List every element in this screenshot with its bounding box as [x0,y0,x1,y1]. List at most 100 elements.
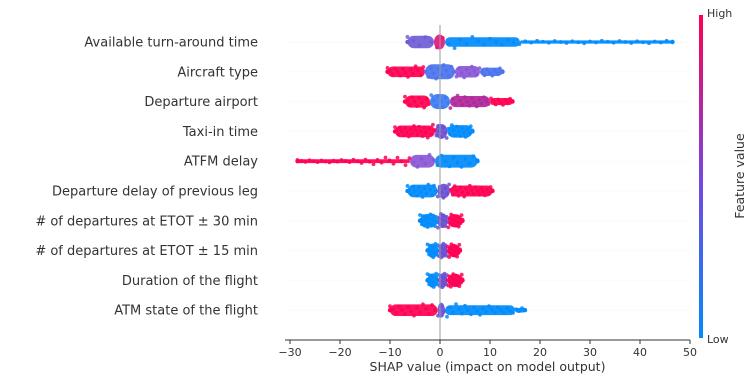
swarm-dot [400,308,404,313]
swarm-dot [420,195,425,199]
swarm-end-dot [392,129,398,134]
swarm-dot [546,40,551,45]
swarm-dot [421,65,426,69]
swarm-end-dot [425,248,430,253]
swarm-dot [411,184,416,189]
feature-label: Departure airport [144,95,258,110]
swarm-dot [454,302,458,307]
swarm-dot [418,310,422,315]
swarm-dot [319,158,324,163]
swarm-dot [478,312,482,317]
swarm-dot [343,159,348,163]
feature-row: Departure airport [144,93,690,110]
swarm-dot [427,221,432,226]
feature-row: Available turn-around time [84,34,690,51]
swarm-dot [426,102,431,107]
swarm-end-dot [460,218,465,223]
swarm-dot [464,67,469,72]
swarm-dot [367,159,372,164]
swarm-dot [421,302,425,307]
feature-label: ATM state of the flight [114,304,258,319]
swarm-dot [430,193,434,197]
swarm-dot [514,307,518,312]
swarm-end-dot [385,69,390,75]
swarm-dot [447,182,451,187]
swarm-dot [491,99,496,104]
swarm-dot [430,222,435,227]
swarm-dot [444,214,449,219]
swarm-dot [449,212,454,217]
swarm-dot [406,134,411,139]
swarm-dot [468,124,473,129]
swarm-dot [429,93,434,98]
swarm-end-dot [417,218,423,223]
swarm-dot [484,309,488,314]
swarm-dot [564,41,569,45]
swarm-dot [433,224,438,229]
swarm-dot [489,96,493,101]
swarm-dot [409,309,413,314]
swarm-dot [444,136,449,140]
swarm-dot [476,39,481,43]
swarm-dot [541,39,545,44]
swarm-end-dot [295,159,300,164]
swarm-dot [445,220,450,225]
swarm-dot [439,190,444,195]
swarm-dot [371,162,376,167]
swarm-dot [429,132,434,136]
feature-row: Taxi-in time [182,122,690,140]
swarm-dot [466,308,470,313]
swarm-dot [431,213,436,218]
swarm-dot [331,158,336,163]
swarm-dot [511,40,516,45]
swarm-dot [471,192,476,196]
swarm-dot [442,309,446,314]
swarm-dot [410,131,415,136]
swarm-dot [394,310,398,315]
swarm-dot [436,225,440,230]
swarm-dot [405,184,410,188]
x-tick-label: −30 [278,346,301,359]
swarm-dot [470,35,475,39]
swarm-dot [480,69,484,74]
feature-row: ATFM delay [184,152,690,170]
swarm-dot [439,135,444,139]
colorbar-high-label: High [707,7,732,20]
swarm-dot [447,255,452,259]
swarm-dot [396,132,401,137]
swarm-end-dot [522,308,528,313]
swarm-dot [457,66,461,71]
swarm-dot [424,191,429,196]
swarm-dot [449,123,454,128]
swarm-dot [405,130,409,135]
swarm-dot [447,164,452,169]
swarm-dot [508,308,512,313]
swarm-dot [455,93,460,98]
swarm-dot [481,95,486,100]
swarm-dot [499,42,504,47]
swarm-dot [454,215,459,220]
swarm-dot [418,129,423,134]
swarm-dot [523,39,528,44]
swarm-dot [449,187,453,192]
swarm-dot [454,74,459,79]
swarm-dot [424,307,428,311]
swarm-dot [403,126,408,131]
x-tick-label: 0 [437,346,444,359]
swarm-dot [435,45,439,50]
swarm-dot [323,159,328,164]
swarm-dot [484,187,489,192]
swarm-segment [407,184,438,198]
swarm-dot [430,122,435,127]
swarm-dot [405,35,410,39]
swarm-dot [457,307,461,311]
swarm-dot [303,160,308,164]
swarm-dot [455,160,460,165]
swarm-dot [508,96,513,101]
feature-row: # of departures at ETOT ± 30 min [35,211,690,230]
swarm-dot [424,220,429,224]
swarm-dot [464,186,468,191]
swarm-dot [422,125,427,130]
swarm-end-dot [670,39,675,45]
swarm-dot [462,95,467,100]
